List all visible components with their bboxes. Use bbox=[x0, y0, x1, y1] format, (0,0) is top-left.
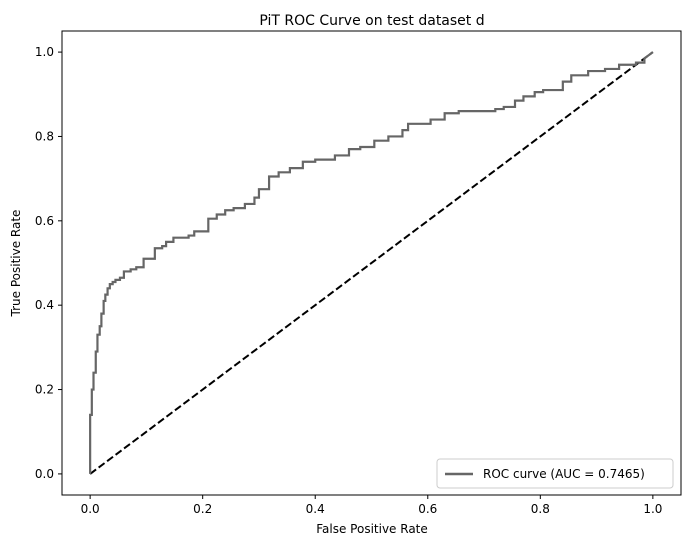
y-tick-label: 0.2 bbox=[35, 383, 54, 397]
y-tick-label: 1.0 bbox=[35, 45, 54, 59]
y-tick-label: 0.4 bbox=[35, 298, 54, 312]
x-tick-label: 0.8 bbox=[531, 502, 550, 516]
y-tick-label: 0.0 bbox=[35, 467, 54, 481]
tick-group: 0.0 0.2 0.4 0.6 0.8 1.0 0.0 0.2 0.4 0.6 0.8 1.0 bbox=[35, 45, 663, 516]
legend-box bbox=[436, 458, 674, 489]
x-tick-label: 0.2 bbox=[193, 502, 212, 516]
x-tick-label: 0.0 bbox=[81, 502, 100, 516]
y-tick-label: 0.8 bbox=[35, 129, 54, 143]
x-axis-label: False Positive Rate bbox=[316, 522, 428, 536]
legend: ROC curve (AUC = 0.7465) bbox=[436, 458, 674, 489]
y-axis-label: True Positive Rate bbox=[9, 210, 23, 318]
chart-title: PiT ROC Curve on test dataset d bbox=[259, 13, 484, 29]
axes-frame bbox=[61, 30, 682, 496]
x-tick-label: 0.6 bbox=[418, 502, 437, 516]
y-tick-label: 0.6 bbox=[35, 214, 54, 228]
legend-label: ROC curve (AUC = 0.7465) bbox=[483, 467, 645, 481]
chance-diagonal-line bbox=[89, 51, 654, 475]
plot-area bbox=[89, 51, 654, 475]
x-tick-label: 1.0 bbox=[643, 502, 662, 516]
roc-curve-line bbox=[89, 51, 654, 474]
x-tick-label: 0.4 bbox=[306, 502, 325, 516]
